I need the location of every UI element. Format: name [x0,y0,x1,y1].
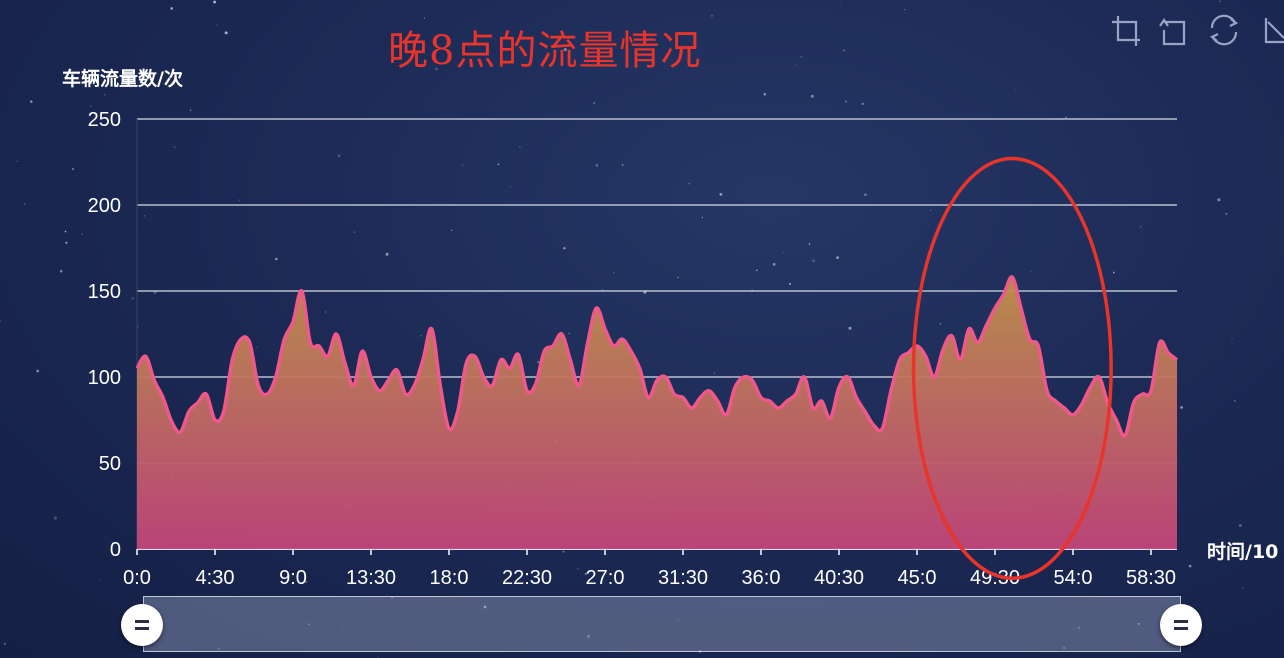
series-line [135,275,1179,438]
y-tick-label: 200 [88,195,121,217]
x-tick-label: 18:0 [430,567,469,589]
x-tick-label: 27:0 [586,567,625,589]
series-area [137,276,1177,549]
y-tick-label: 100 [88,367,121,389]
data-zoom-slider[interactable] [143,596,1181,652]
x-tick-label: 22:30 [502,567,552,589]
download-tool-button[interactable] [1254,10,1284,50]
restore-tool-button[interactable] [1204,10,1244,50]
y-tick-label: 150 [88,281,121,303]
chart-toolbox [1100,10,1284,50]
zoom-icon [1112,16,1140,46]
download-icon [1264,18,1284,44]
x-tick-label: 9:0 [279,567,307,589]
x-axis-label: 时间/10 [1207,541,1279,563]
y-tick-label: 0 [110,539,121,561]
x-tick-label: 40:30 [814,567,864,589]
zoom-reset-tool-button[interactable] [1154,10,1194,50]
highlight-ellipse [911,156,1113,580]
x-tick-label: 36:0 [742,567,781,589]
zoom-tool-button[interactable] [1104,10,1144,50]
chart-title: 晚8点的流量情况 [388,28,702,74]
x-tick-label: 54:0 [1054,567,1093,589]
zoom-reset-icon [1159,18,1186,46]
x-tick-label: 58:30 [1126,567,1176,589]
y-axis-label: 车辆流量数/次 [62,68,183,90]
y-tick-label: 50 [99,453,121,475]
y-tick-label: 250 [88,109,121,131]
x-tick-label: 49:30 [970,567,1020,589]
data-zoom-end-handle[interactable] [1160,604,1202,646]
x-tick-label: 13:30 [346,567,396,589]
x-tick-label: 45:0 [898,567,937,589]
x-tick-label: 4:30 [196,567,235,589]
x-tick-label: 0:0 [123,567,151,589]
data-zoom-start-handle[interactable] [121,604,163,646]
x-tick-label: 31:30 [658,567,708,589]
restore-icon [1209,14,1239,46]
